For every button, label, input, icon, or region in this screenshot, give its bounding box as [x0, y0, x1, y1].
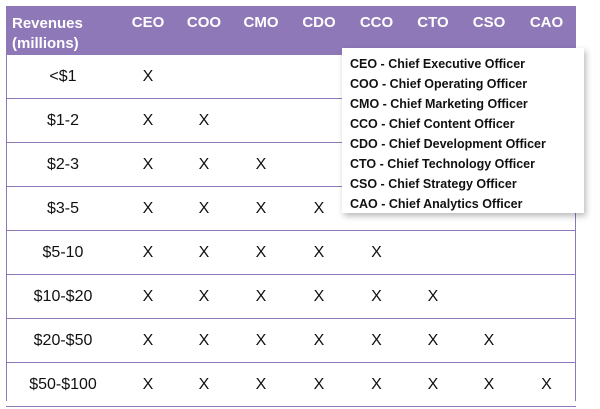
table-cell: X [176, 98, 232, 143]
column-header-cdo: CDO [290, 6, 348, 55]
table-cell: X [232, 230, 290, 275]
table-cell: X [290, 274, 348, 319]
table-cell: X [461, 318, 517, 363]
table-cell: X [120, 54, 176, 99]
legend-entry: COO - Chief Operating Officer [350, 77, 528, 91]
table-cell: X [120, 142, 176, 187]
table-cell: X [290, 186, 348, 231]
table-cell: X [461, 362, 517, 407]
column-header-cco: CCO [348, 6, 405, 55]
table-row: $50-$100 X X X X X X X X [6, 362, 576, 407]
table-cell: X [232, 186, 290, 231]
revenue-label: <$1 [6, 54, 120, 99]
legend-entry: CCO - Chief Content Officer [350, 117, 515, 131]
table-cell: X [120, 186, 176, 231]
table-cell: X [176, 362, 232, 407]
table-cell [517, 230, 576, 275]
table-cell [517, 274, 576, 319]
legend-box: CEO - Chief Executive Officer COO - Chief… [342, 48, 584, 213]
table-cell: X [120, 98, 176, 143]
table-cell [461, 274, 517, 319]
table-cell: X [120, 362, 176, 407]
table-cell: X [232, 318, 290, 363]
table-cell: X [517, 362, 576, 407]
legend-entry: CSO - Chief Strategy Officer [350, 177, 517, 191]
table-cell: X [176, 186, 232, 231]
revenue-label: $50-$100 [6, 362, 120, 407]
table-cell: X [120, 230, 176, 275]
table-cell: X [290, 230, 348, 275]
table-cell [290, 54, 348, 99]
revenue-label: $2-3 [6, 142, 120, 187]
column-header-cso: CSO [461, 6, 517, 55]
revenue-label: $1-2 [6, 98, 120, 143]
table-cell: X [290, 318, 348, 363]
table-cell: X [232, 362, 290, 407]
table-cell [290, 98, 348, 143]
table-cell [232, 54, 290, 99]
row-label-header: Revenues (millions) [6, 6, 120, 55]
revenue-label: $3-5 [6, 186, 120, 231]
row-label-line-2: (millions) [12, 35, 79, 52]
legend-entry: CAO - Chief Analytics Officer [350, 197, 523, 211]
table-cell: X [232, 274, 290, 319]
table-cell [232, 98, 290, 143]
table-cell: X [405, 362, 461, 407]
revenue-label: $20-$50 [6, 318, 120, 363]
table-cell: X [120, 274, 176, 319]
column-header-coo: COO [176, 6, 232, 55]
table-cell: X [405, 318, 461, 363]
legend-entry: CDO - Chief Development Officer [350, 137, 546, 151]
table-row: $20-$50 X X X X X X X [6, 318, 576, 363]
table-cell [461, 230, 517, 275]
table-row: $5-10 X X X X X [6, 230, 576, 275]
table-cell: X [176, 274, 232, 319]
table-row: $10-$20 X X X X X X [6, 274, 576, 319]
table-cell: X [348, 274, 405, 319]
revenue-label: $10-$20 [6, 274, 120, 319]
column-header-ceo: CEO [120, 6, 176, 55]
table-cell: X [348, 318, 405, 363]
table-cell: X [348, 362, 405, 407]
table-cell [405, 230, 461, 275]
table-cell: X [348, 230, 405, 275]
row-label-line-1: Revenues [12, 15, 83, 32]
table-cell [290, 142, 348, 187]
legend-entry: CMO - Chief Marketing Officer [350, 97, 528, 111]
table-cell [517, 318, 576, 363]
header-row: Revenues (millions) CEO COO CMO CDO CCO CTO CS… [6, 6, 576, 55]
column-header-cao: CAO [517, 6, 576, 55]
column-header-cto: CTO [405, 6, 461, 55]
revenue-label: $5-10 [6, 230, 120, 275]
table-cell: X [176, 230, 232, 275]
column-header-cmo: CMO [232, 6, 290, 55]
table-cell: X [232, 142, 290, 187]
table-cell: X [405, 274, 461, 319]
legend-entry: CTO - Chief Technology Officer [350, 157, 535, 171]
table-cell: X [176, 318, 232, 363]
table-cell: X [290, 362, 348, 407]
table-cell: X [120, 318, 176, 363]
table-cell: X [176, 142, 232, 187]
table-cell [176, 54, 232, 99]
legend-entry: CEO - Chief Executive Officer [350, 57, 526, 71]
